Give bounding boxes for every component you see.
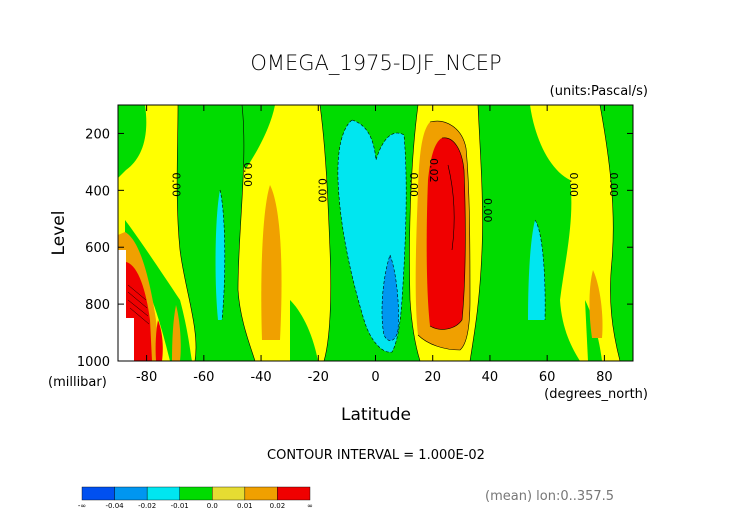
footer-note: (mean) lon:0..357.5 <box>485 489 614 504</box>
y-tick-label: 200 <box>85 127 110 142</box>
x-tick-label: 20 <box>424 370 441 385</box>
dense-contour-3 <box>127 299 149 317</box>
y-tick-label: 1000 <box>77 355 110 370</box>
blue-equatorial-core <box>382 255 399 341</box>
contour-lines <box>176 105 621 361</box>
legend-swatch <box>212 486 246 501</box>
x-axis-label: Latitude <box>341 405 411 425</box>
legend-label: -∞ <box>78 502 86 510</box>
contour-line-zero-eq <box>409 105 421 361</box>
x-axis: -80 -60 -40 -20 0 20 40 60 80 <box>136 105 613 385</box>
legend-label: 0.02 <box>270 502 286 510</box>
cyan-northern-cell <box>528 220 546 320</box>
orange-north-cell <box>589 270 603 338</box>
contour-line-blue-outline <box>381 254 399 341</box>
cyan-southern-cell <box>215 190 225 320</box>
contour-interval-text: CONTOUR INTERVAL = 1.000E-02 <box>267 448 485 463</box>
contour-label: 0.00 <box>607 172 620 197</box>
legend-swatch <box>81 486 115 501</box>
contour-line-cyan-outline <box>337 119 407 353</box>
y-axis-unit: (millibar) <box>48 375 107 390</box>
y-tick-label: 600 <box>85 241 110 256</box>
contour-line-zero-south <box>176 105 197 361</box>
contour-line-zero-north-2 <box>599 105 621 361</box>
contour-label: 0.00 <box>567 172 580 197</box>
contour-label: 0.00 <box>407 172 420 197</box>
green-band-subtropical-dip <box>232 105 275 170</box>
legend-label: 0.0 <box>207 502 218 510</box>
contour-line-zero-south-2 <box>237 105 256 361</box>
x-tick-label: -80 <box>136 370 157 385</box>
units-note: (units:Pascal/s) <box>550 84 648 99</box>
contour-labels: 0.00 0.00 0.00 0.00 0.02 0.00 0.00 0.00 <box>169 158 620 222</box>
red-south-sliver <box>155 320 163 361</box>
green-band-south-edge <box>118 105 147 178</box>
y-axis: 200 400 600 800 1000 <box>77 127 633 370</box>
y-tick-label: 800 <box>85 298 110 313</box>
dense-contour-1 <box>127 284 147 301</box>
legend-swatch <box>114 486 148 501</box>
x-tick-label: 60 <box>539 370 556 385</box>
contour-line-red-outline <box>429 137 466 330</box>
legend-label: -0.02 <box>138 502 156 510</box>
legend-label: 0.01 <box>237 502 253 510</box>
contour-label: 0.00 <box>481 198 494 223</box>
legend-label: ∞ <box>307 502 313 510</box>
legend-swatch <box>244 486 278 501</box>
green-band-southern-subtropics <box>177 105 255 361</box>
contour-plot-area: 0.00 0.00 0.00 0.00 0.02 0.00 0.00 0.00 <box>118 105 633 361</box>
contour-line-cyan-south <box>219 189 226 321</box>
contour-line-zero-mid <box>319 105 332 361</box>
south-pole-dense-contours <box>127 284 150 325</box>
green-band-north-pole <box>600 105 633 361</box>
contour-label: 0.00 <box>241 162 254 187</box>
contour-label: 0.00 <box>315 178 328 203</box>
x-tick-label: 80 <box>596 370 613 385</box>
green-band-midlatitude <box>290 300 318 361</box>
red-northern-subtropical-core <box>426 137 466 330</box>
green-band-northern-subtropics <box>470 105 580 361</box>
legend-swatch <box>277 486 311 501</box>
y-tick-label: 400 <box>85 184 110 199</box>
missing-data-patch <box>118 250 134 361</box>
x-tick-label: -20 <box>308 370 329 385</box>
contour-line-red-inner <box>447 164 455 251</box>
orange-southern-cell <box>261 185 282 340</box>
dense-contour-2 <box>127 291 148 309</box>
x-tick-label: 0 <box>371 370 379 385</box>
contour-label: 0.02 <box>427 158 440 183</box>
y-axis-label: Level <box>49 211 69 256</box>
x-axis-unit: (degrees_north) <box>544 387 648 402</box>
x-tick-label: -60 <box>193 370 214 385</box>
orange-south-sliver <box>172 305 181 361</box>
contour-line-orange-outline <box>417 120 471 351</box>
x-tick-label: -40 <box>250 370 271 385</box>
negative-contour-lines <box>219 119 546 353</box>
color-legend: -∞ -0.04 -0.02 -0.01 0.0 0.01 0.02 ∞ <box>78 486 313 510</box>
legend-swatch <box>179 486 213 501</box>
dense-contour-4 <box>129 307 150 325</box>
legend-label: -0.04 <box>106 502 125 510</box>
x-tick-label: 40 <box>482 370 499 385</box>
contour-line-zero-north <box>469 105 483 361</box>
legend-label: -0.01 <box>171 502 189 510</box>
contour-line-cyan-north <box>534 219 546 321</box>
legend-swatch <box>146 486 180 501</box>
chart-title: OMEGA_1975-DJF_NCEP <box>250 51 501 75</box>
contour-label: 0.00 <box>169 172 182 197</box>
